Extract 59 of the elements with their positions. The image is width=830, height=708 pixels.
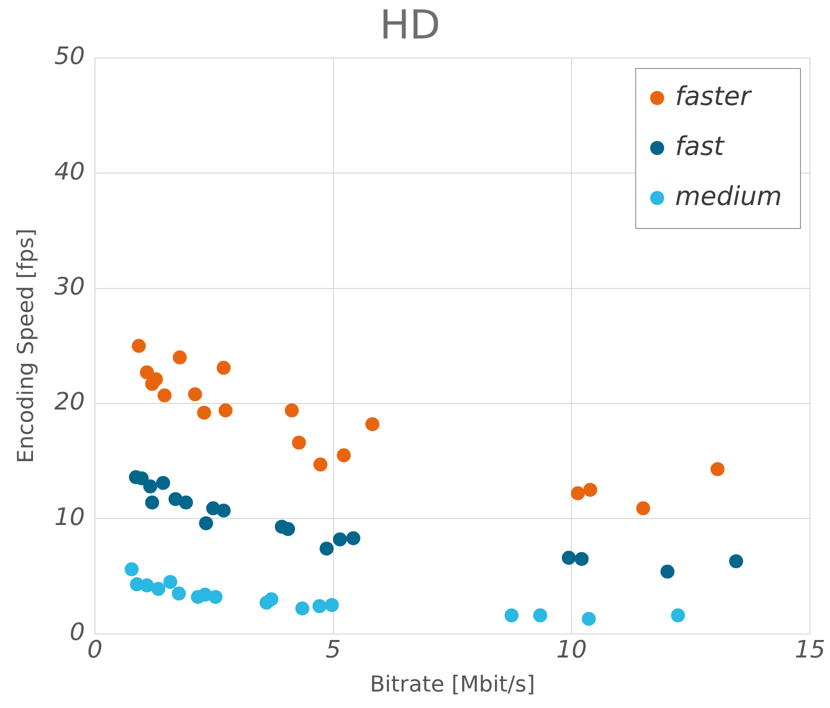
- point: [188, 387, 202, 402]
- point: [295, 601, 310, 616]
- point: [670, 608, 685, 622]
- point: [332, 532, 347, 546]
- point: [710, 462, 725, 476]
- point: [197, 406, 212, 420]
- point: [216, 360, 231, 375]
- x-tick-label: 10: [556, 635, 587, 664]
- point: [636, 501, 650, 516]
- point: [281, 522, 296, 536]
- legend-label: faster: [675, 82, 753, 112]
- point: [312, 599, 326, 614]
- point: [320, 542, 334, 556]
- point: [284, 403, 299, 418]
- chart-title: HD: [380, 2, 440, 48]
- point: [292, 436, 306, 450]
- point: [264, 592, 278, 606]
- point: [729, 554, 744, 568]
- point: [574, 552, 589, 566]
- point: [504, 608, 519, 622]
- x-tick-label: 5: [326, 635, 341, 664]
- point: [143, 479, 158, 494]
- point: [570, 486, 585, 500]
- point: [172, 586, 186, 600]
- point: [145, 496, 160, 510]
- y-tick-label: 10: [54, 502, 85, 531]
- point: [583, 482, 598, 497]
- point: [124, 562, 139, 576]
- point: [172, 350, 187, 364]
- point: [533, 608, 548, 622]
- point: [216, 504, 231, 518]
- y-tick-label: 20: [54, 388, 85, 416]
- x-tick-label: 15: [794, 635, 826, 664]
- x-tick-label: 0: [87, 635, 103, 664]
- point: [365, 417, 380, 432]
- point: [151, 582, 166, 596]
- point: [562, 550, 576, 565]
- x-axis-title: Bitrate [Mbit/s]: [370, 672, 536, 698]
- point: [660, 564, 674, 579]
- point: [218, 403, 233, 418]
- legend-label: fast: [675, 132, 725, 162]
- point: [132, 338, 146, 353]
- point: [324, 598, 339, 612]
- point: [178, 496, 193, 510]
- legend-label: medium: [675, 182, 782, 212]
- point: [163, 574, 178, 589]
- point: [140, 578, 154, 592]
- point: [156, 476, 170, 490]
- point: [336, 448, 351, 462]
- point: [208, 590, 223, 604]
- y-axis-title: Encoding Speed [fps]: [14, 228, 39, 464]
- point: [582, 612, 596, 626]
- point: [313, 458, 328, 472]
- y-tick-label: 30: [54, 272, 85, 301]
- point: [346, 531, 360, 546]
- point: [158, 388, 172, 402]
- point: [199, 516, 214, 530]
- y-tick-label: 40: [54, 157, 85, 186]
- y-tick-label: 50: [54, 42, 85, 70]
